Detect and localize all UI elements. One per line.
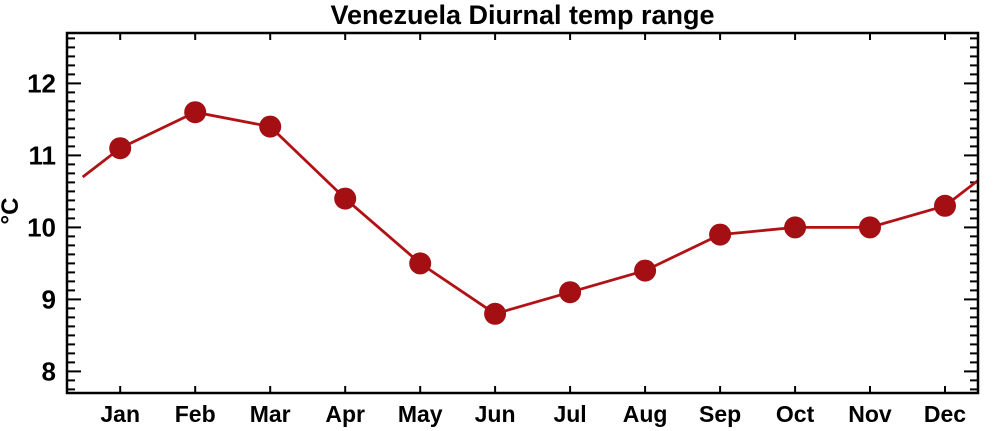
x-tick-label-dec: Dec [924,401,966,427]
plot-frame [65,31,980,395]
data-point-may [409,252,432,275]
y-tick-label: 9 [42,284,56,314]
x-tick-label-jun: Jun [475,401,516,427]
temperature-line [81,110,978,316]
x-tick-label-oct: Oct [776,401,815,427]
y-tick-label: 10 [27,212,56,242]
data-point-jun [484,302,507,325]
data-point-jul [559,281,582,304]
data-point-feb [184,101,207,124]
y-tick-label: 12 [27,68,56,98]
data-point-mar [259,115,282,138]
y-tick-label: 8 [42,356,56,386]
x-tick-label-may: May [398,401,443,427]
x-tick-label-aug: Aug [623,401,668,427]
data-point-nov [859,216,881,239]
data-point-jan [109,137,132,160]
x-tick-label-jul: Jul [553,401,586,427]
x-tick-label-feb: Feb [175,401,216,427]
data-point-sep [709,223,732,246]
x-tick-label-nov: Nov [848,401,892,427]
data-point-oct [784,216,807,239]
x-tick-label-mar: Mar [250,401,291,427]
data-point-apr [334,187,357,210]
x-tick-label-sep: Sep [699,401,741,427]
y-tick-label: 11 [29,140,57,170]
x-tick-label-apr: Apr [325,401,365,427]
data-point-dec [934,194,956,217]
x-tick-label-jan: Jan [100,401,140,427]
chart-title: Venezuela Diurnal temp range [330,0,715,30]
data-point-aug [634,259,657,282]
